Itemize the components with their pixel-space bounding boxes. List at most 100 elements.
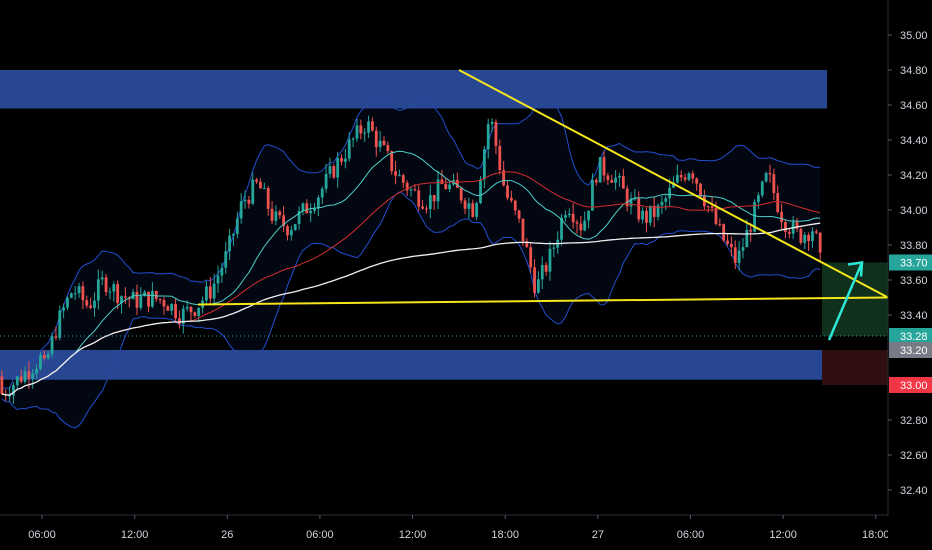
candle-body: [591, 179, 594, 211]
candle-body: [274, 211, 278, 221]
candle-body: [382, 140, 386, 146]
candle-body: [355, 125, 359, 139]
candle-body: [614, 177, 617, 183]
candle-body: [598, 157, 602, 183]
candle-body: [648, 205, 652, 223]
candlesticks: [0, 115, 822, 404]
candle-body: [31, 373, 35, 379]
candle-body: [216, 275, 220, 284]
candle-body: [448, 184, 452, 190]
candle-body: [463, 200, 467, 209]
candle-body: [104, 277, 108, 293]
candle-body: [162, 300, 166, 307]
candle-body: [718, 223, 722, 225]
candle-body: [428, 195, 432, 210]
candle-body: [378, 140, 382, 148]
candle-body: [123, 296, 127, 298]
candle-body: [687, 173, 691, 180]
candle-body: [757, 195, 760, 203]
price-tick-label: 32.80: [900, 415, 928, 427]
candle-body: [386, 145, 390, 152]
candle-body: [193, 312, 197, 316]
candle-body: [664, 198, 668, 202]
candle-body: [722, 224, 726, 241]
candle-body: [189, 306, 193, 313]
candle-body: [50, 336, 54, 355]
price-tag: [889, 377, 932, 393]
support-zone[interactable]: [0, 350, 822, 380]
candle-body: [324, 173, 328, 189]
long-position-stop-box[interactable]: [822, 350, 888, 385]
ma-fast-line: [1, 150, 821, 396]
long-position-target-box[interactable]: [822, 262, 888, 337]
price-tick-label: 35.00: [900, 30, 928, 42]
time-axis[interactable]: [0, 515, 888, 550]
candle-body: [741, 247, 745, 251]
candle-body: [513, 200, 517, 211]
candle-body: [120, 296, 123, 303]
candle-body: [336, 158, 340, 178]
candle-body: [328, 166, 332, 174]
resistance-zone[interactable]: [0, 70, 827, 109]
candle-body: [529, 247, 533, 268]
price-tag: [889, 328, 932, 344]
candle-body: [62, 307, 66, 311]
candle-body: [795, 221, 799, 229]
candle-body: [112, 284, 116, 292]
candle-body: [552, 247, 556, 249]
candle-body: [93, 300, 96, 308]
candle-body: [316, 197, 320, 209]
candle-body: [560, 217, 563, 240]
time-tick-label: 18:00: [862, 529, 890, 541]
candle-body: [436, 179, 440, 202]
candle-body: [251, 179, 255, 204]
candle-body: [506, 185, 509, 198]
candle-body: [174, 303, 177, 319]
candle-body: [760, 181, 764, 196]
candle-body: [197, 307, 201, 316]
candle-body: [100, 277, 104, 280]
candle-body: [23, 371, 27, 382]
candle-body: [286, 226, 289, 236]
price-tick-label: 34.80: [900, 65, 928, 77]
candle-body: [749, 229, 753, 232]
price-tag: [889, 342, 932, 358]
candle-body: [733, 247, 737, 263]
price-tick-label: 34.00: [900, 205, 928, 217]
candle-body: [297, 211, 301, 225]
candle-body: [807, 234, 810, 241]
candle-body: [652, 205, 656, 217]
candle-body: [266, 188, 270, 209]
candle-body: [116, 284, 120, 303]
projection-arrow-head: [847, 261, 864, 277]
price-tick-label: 34.60: [900, 100, 928, 112]
candle-body: [19, 376, 23, 382]
zones: [0, 70, 888, 385]
time-tick-label: 12:00: [399, 529, 427, 541]
candle-body: [459, 187, 463, 201]
candle-body: [135, 291, 139, 308]
candle-body: [683, 177, 687, 180]
candle-body: [89, 305, 93, 308]
price-axis-ticks: 35.00 34.80 34.60 34.40 34.20 34.00 33.80 33.60…: [888, 30, 928, 497]
candle-body: [73, 293, 77, 295]
candle-body: [672, 182, 675, 188]
candle-body: [150, 291, 154, 307]
drawings: [197, 69, 889, 341]
ma-long-line: [1, 222, 821, 396]
time-tick-label: 18:00: [491, 529, 519, 541]
candle-body: [398, 175, 401, 177]
candle-body: [15, 376, 19, 386]
price-tag-label: 33.20: [900, 345, 928, 357]
price-tick-label: 33.60: [900, 275, 928, 287]
candle-body: [811, 231, 814, 241]
candle-body: [401, 175, 405, 183]
candle-body: [239, 201, 243, 219]
candle-body: [548, 248, 552, 272]
candle-body: [803, 234, 807, 243]
candle-body: [540, 264, 544, 280]
candle-body: [710, 206, 714, 209]
projection-arrow-shaft: [827, 262, 864, 341]
candle-body: [371, 121, 374, 131]
